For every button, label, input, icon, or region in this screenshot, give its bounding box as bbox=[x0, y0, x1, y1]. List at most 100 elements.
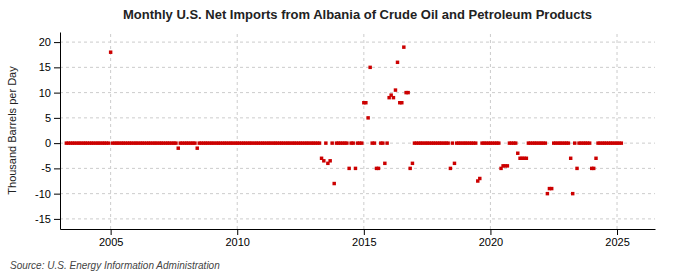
y-tick-mark bbox=[54, 42, 60, 43]
grid-line-y bbox=[60, 117, 655, 118]
x-tick-label: 2010 bbox=[225, 236, 249, 248]
point bbox=[620, 141, 623, 144]
annotation: Source: U.S. Energy Information Administ… bbox=[10, 260, 220, 271]
x-tick-mark bbox=[617, 229, 618, 235]
point bbox=[408, 167, 411, 170]
point bbox=[594, 157, 597, 160]
point bbox=[569, 157, 572, 160]
grid bbox=[60, 32, 655, 229]
y-tick-mark bbox=[54, 168, 60, 169]
point bbox=[385, 141, 388, 144]
point bbox=[411, 162, 414, 165]
x-tick-label: 2005 bbox=[99, 236, 123, 248]
x-axis: 2005 2010 2015 2020 2025 bbox=[61, 229, 656, 248]
x-tick-label: 2020 bbox=[479, 236, 503, 248]
point bbox=[474, 141, 477, 144]
y-axis: -15 -10 -5 0 5 10 15 20 bbox=[35, 33, 60, 230]
y-tick: 20 bbox=[39, 36, 60, 48]
grid-line-x bbox=[110, 32, 111, 229]
point bbox=[550, 187, 553, 190]
y-tick-label: 0 bbox=[45, 137, 51, 149]
x-tick: 2010 bbox=[225, 229, 249, 248]
point bbox=[195, 146, 198, 149]
point bbox=[351, 141, 354, 144]
grid-line-x bbox=[363, 32, 364, 229]
point bbox=[381, 141, 384, 144]
point bbox=[546, 192, 549, 195]
point bbox=[575, 167, 578, 170]
point bbox=[366, 116, 369, 119]
x-tick-label: 2025 bbox=[605, 236, 629, 248]
chart-svg: 2005 2010 2015 2020 2025 -15 -10 -5 0 5 10 15 20 Mont… bbox=[0, 0, 675, 275]
point bbox=[567, 141, 570, 144]
points bbox=[65, 45, 623, 195]
x-tick: 2005 bbox=[99, 229, 123, 248]
x-tick-label: 2015 bbox=[352, 236, 376, 248]
point bbox=[402, 45, 405, 48]
point bbox=[446, 141, 449, 144]
point bbox=[588, 141, 591, 144]
y-tick-label: -5 bbox=[41, 162, 51, 174]
y-tick-mark bbox=[54, 194, 60, 195]
point bbox=[318, 141, 321, 144]
y-tick-label: 20 bbox=[39, 36, 51, 48]
point bbox=[330, 141, 333, 144]
y-tick-label: 5 bbox=[45, 112, 51, 124]
y-axis-line bbox=[60, 33, 61, 230]
chart-container: 2005 2010 2015 2020 2025 -15 -10 -5 0 5 10 15 20 Mont… bbox=[0, 0, 675, 275]
point bbox=[383, 162, 386, 165]
x-tick: 2025 bbox=[605, 229, 629, 248]
y-tick: -5 bbox=[41, 162, 60, 174]
grid-line-y bbox=[60, 193, 655, 194]
point bbox=[368, 66, 371, 69]
point bbox=[516, 151, 519, 154]
x-tick: 2015 bbox=[352, 229, 376, 248]
y-tick-mark bbox=[54, 219, 60, 220]
title: Monthly U.S. Net Imports from Albania of… bbox=[123, 7, 592, 22]
x-tick: 2020 bbox=[479, 229, 503, 248]
y-tick-label: 10 bbox=[39, 87, 51, 99]
grid-line-x bbox=[490, 32, 491, 229]
point bbox=[328, 159, 331, 162]
point bbox=[573, 141, 576, 144]
point bbox=[478, 177, 481, 180]
point bbox=[345, 141, 348, 144]
y-tick-label: -15 bbox=[35, 213, 51, 225]
point bbox=[451, 141, 454, 144]
point bbox=[360, 141, 363, 144]
point bbox=[174, 141, 177, 144]
grid-line-y bbox=[60, 168, 655, 169]
point bbox=[392, 96, 395, 99]
x-tick-mark bbox=[490, 229, 491, 235]
x-tick-mark bbox=[237, 229, 238, 235]
point bbox=[544, 141, 547, 144]
point bbox=[107, 141, 110, 144]
grid-line-y bbox=[60, 218, 655, 219]
y-tick: -10 bbox=[35, 188, 60, 200]
point bbox=[406, 91, 409, 94]
grid-line-x bbox=[237, 32, 238, 229]
point bbox=[364, 101, 367, 104]
y-tick: 15 bbox=[39, 61, 60, 73]
y-tick-mark bbox=[54, 118, 60, 119]
point bbox=[347, 167, 350, 170]
point bbox=[332, 182, 335, 185]
y-tick-mark bbox=[54, 67, 60, 68]
y-tick: 10 bbox=[39, 87, 60, 99]
point bbox=[373, 141, 376, 144]
y-tick-mark bbox=[54, 143, 60, 144]
point bbox=[449, 167, 452, 170]
grid-line-y bbox=[60, 67, 655, 68]
x-tick-mark bbox=[364, 229, 365, 235]
point bbox=[525, 157, 528, 160]
y-tick: -15 bbox=[35, 213, 60, 225]
y-tick: 5 bbox=[45, 112, 60, 124]
point bbox=[354, 167, 357, 170]
point bbox=[324, 141, 327, 144]
point bbox=[394, 88, 397, 91]
y-tick-mark bbox=[54, 93, 60, 94]
x-axis-line bbox=[61, 229, 656, 230]
y-tick-label: -10 bbox=[35, 188, 51, 200]
y-tick: 0 bbox=[45, 137, 60, 149]
point bbox=[571, 192, 574, 195]
